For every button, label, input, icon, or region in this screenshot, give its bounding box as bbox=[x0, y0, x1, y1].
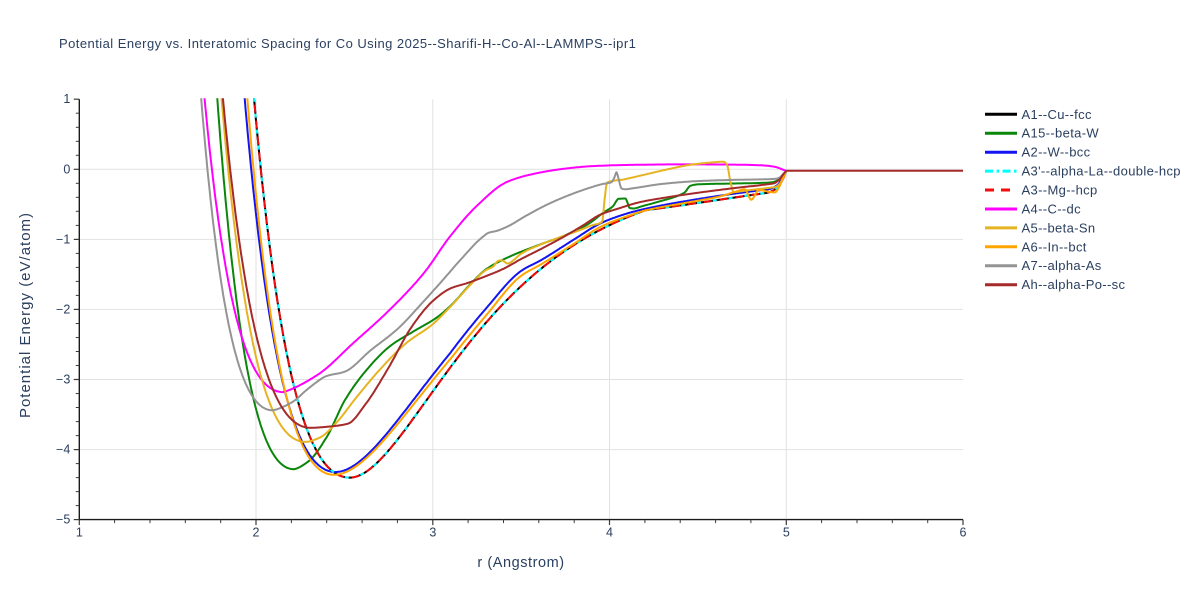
svg-text:A6--In--bct: A6--In--bct bbox=[1022, 239, 1087, 254]
svg-text:−4: −4 bbox=[56, 443, 70, 457]
svg-text:A1--Cu--fcc: A1--Cu--fcc bbox=[1022, 107, 1092, 122]
svg-text:2: 2 bbox=[253, 526, 260, 540]
svg-text:3: 3 bbox=[429, 526, 436, 540]
svg-text:1: 1 bbox=[76, 526, 83, 540]
svg-text:A2--W--bcc: A2--W--bcc bbox=[1022, 145, 1091, 160]
svg-text:A3'--alpha-La--double-hcp: A3'--alpha-La--double-hcp bbox=[1022, 164, 1181, 179]
svg-text:1: 1 bbox=[63, 92, 70, 106]
svg-text:A5--beta-Sn: A5--beta-Sn bbox=[1022, 220, 1096, 235]
svg-text:Ah--alpha-Po--sc: Ah--alpha-Po--sc bbox=[1022, 277, 1126, 292]
svg-text:−5: −5 bbox=[56, 513, 70, 527]
svg-text:−2: −2 bbox=[56, 302, 70, 316]
svg-text:A3--Mg--hcp: A3--Mg--hcp bbox=[1022, 183, 1098, 198]
svg-text:Potential Energy (eV/atom): Potential Energy (eV/atom) bbox=[17, 212, 34, 418]
svg-text:A7--alpha-As: A7--alpha-As bbox=[1022, 258, 1102, 273]
svg-text:Potential Energy vs. Interatom: Potential Energy vs. Interatomic Spacing… bbox=[59, 36, 636, 51]
svg-text:A4--C--dc: A4--C--dc bbox=[1022, 202, 1082, 217]
svg-text:4: 4 bbox=[606, 526, 613, 540]
svg-text:−3: −3 bbox=[56, 373, 70, 387]
svg-text:0: 0 bbox=[63, 162, 70, 176]
svg-text:6: 6 bbox=[960, 526, 967, 540]
svg-text:5: 5 bbox=[783, 526, 790, 540]
svg-text:−1: −1 bbox=[56, 232, 70, 246]
svg-text:A15--beta-W: A15--beta-W bbox=[1022, 126, 1100, 141]
svg-text:r (Angstrom): r (Angstrom) bbox=[477, 555, 564, 571]
